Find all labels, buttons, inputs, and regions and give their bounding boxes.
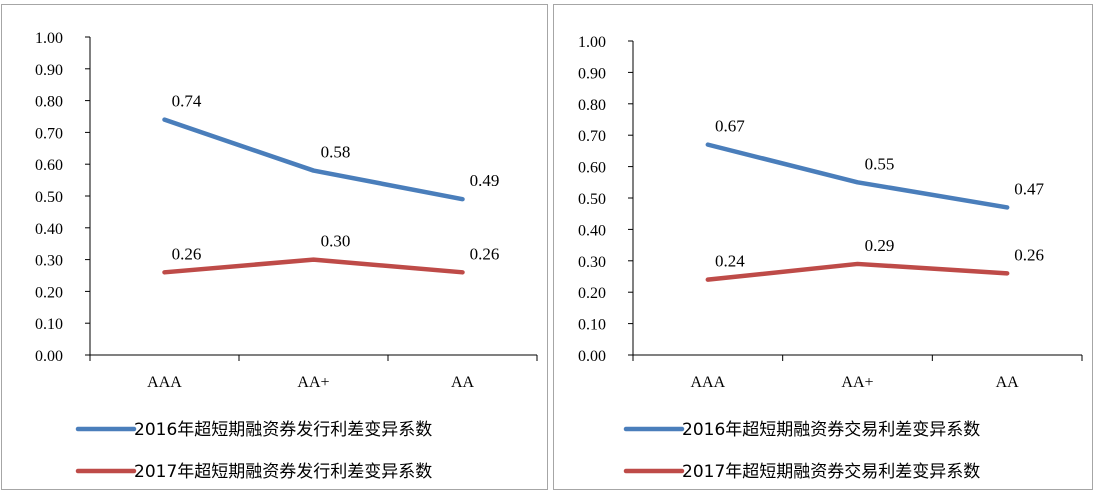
series-line-2 (705, 261, 1010, 282)
y-tick-label: 1.00 (578, 34, 606, 51)
y-tick-label: 0.10 (578, 317, 606, 334)
series-line-2 (162, 257, 465, 275)
series-line-1 (162, 117, 465, 202)
chart-panel-trading: 0.00 0.10 0.20 0.30 0.40 0.50 0.60 0.70 0.80 0.90… (553, 4, 1093, 490)
data-label: 0.49 (470, 171, 500, 190)
data-label: 0.30 (321, 232, 351, 251)
data-label: 0.26 (1014, 245, 1044, 264)
y-tick-label: 0.40 (35, 221, 63, 238)
legend-entry-1: 2016年超短期融资券发行利差变异系数 (134, 420, 432, 440)
data-label: 0.67 (715, 117, 745, 136)
y-tick-label: 0.70 (35, 125, 63, 142)
x-tick-label: AAA (147, 374, 182, 391)
legend-entry-2: 2017年超短期融资券交易利差变异系数 (682, 462, 980, 482)
y-tick-label: 0.90 (35, 62, 63, 79)
y-tick-label: 0.40 (578, 222, 606, 239)
y-tick-label: 0.60 (35, 157, 63, 174)
data-label: 0.24 (715, 252, 745, 271)
x-tick-label: AA+ (297, 374, 329, 391)
series-line-1 (705, 142, 1010, 210)
data-label: 0.26 (470, 244, 500, 263)
y-tick-label: 0.00 (578, 348, 606, 365)
y-tick-label: 0.80 (578, 97, 606, 114)
data-label: 0.55 (865, 154, 895, 173)
y-tick-label: 0.50 (35, 189, 63, 206)
y-tick-label: 0.20 (578, 285, 606, 302)
y-tick-label: 0.70 (578, 128, 606, 145)
legend-entry-1: 2016年超短期融资券交易利差变异系数 (682, 420, 980, 440)
chart-panel-issuance: 0.00 0.10 0.20 0.30 0.40 0.50 0.60 0.70 0.80 0.90… (1, 4, 548, 490)
y-tick-label: 1.00 (35, 30, 63, 47)
y-tick-label: 0.30 (35, 253, 63, 270)
y-tick-label: 0.00 (35, 348, 63, 365)
legend-entry-2: 2017年超短期融资券发行利差变异系数 (134, 462, 432, 482)
y-tick-label: 0.10 (35, 316, 63, 333)
data-label: 0.47 (1014, 179, 1044, 198)
data-label: 0.26 (172, 244, 202, 263)
x-tick-label: AAA (690, 374, 725, 391)
y-tick-label: 0.60 (578, 160, 606, 177)
y-tick-label: 0.30 (578, 254, 606, 271)
y-tick-label: 0.50 (578, 191, 606, 208)
data-label: 0.58 (321, 143, 351, 162)
chart-trading: 0.00 0.10 0.20 0.30 0.40 0.50 0.60 0.70 0.80 0.90… (578, 34, 1083, 482)
chart-issuance: 0.00 0.10 0.20 0.30 0.40 0.50 0.60 0.70 0.80 0.90… (35, 30, 538, 482)
x-tick-label: AA (451, 374, 475, 391)
x-tick-label: AA (996, 374, 1020, 391)
x-tick-label: AA+ (841, 374, 873, 391)
y-tick-label: 0.80 (35, 94, 63, 111)
data-label: 0.74 (172, 92, 202, 111)
y-tick-label: 0.90 (578, 65, 606, 82)
data-label: 0.29 (865, 236, 895, 255)
y-tick-label: 0.20 (35, 284, 63, 301)
